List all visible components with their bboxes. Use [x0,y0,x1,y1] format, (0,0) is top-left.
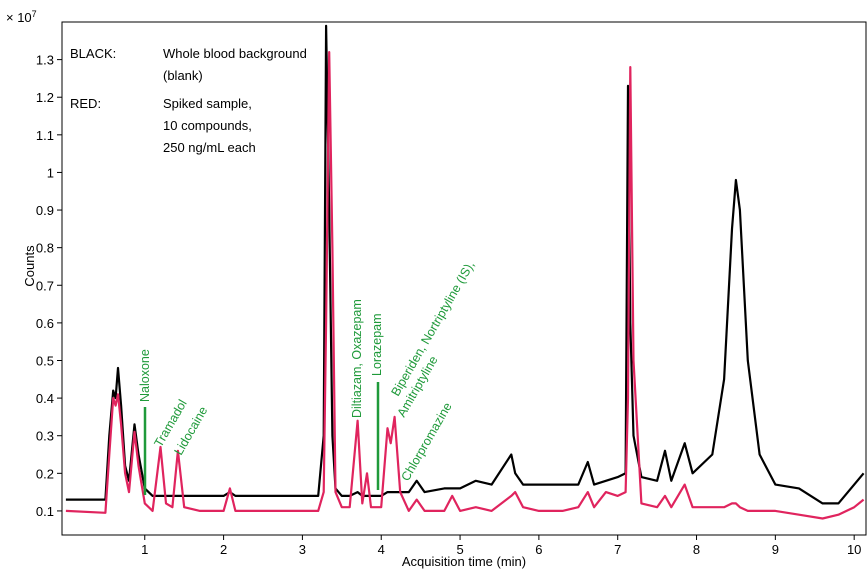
legend-text: (blank) [163,68,203,83]
y-tick-label: 0.1 [36,504,54,519]
series-line [65,24,865,505]
x-tick-label: 8 [693,542,700,557]
y-tick-label: 1 [47,165,54,180]
legend-text: Spiked sample, [163,96,252,111]
y-tick-label: 1.2 [36,90,54,105]
x-axis-label: Acquisition time (min) [402,554,526,569]
y-tick-label: 0.6 [36,316,54,331]
x-tick-label: 5 [456,542,463,557]
y-scale-exponent: 7 [32,9,37,19]
x-tick-label: 3 [299,542,306,557]
annotation: Naloxone [138,349,152,402]
legend-text: Whole blood background [163,46,307,61]
y-tick-label: 0.7 [36,278,54,293]
annotation: Lorazepam [370,313,384,376]
y-tick-label: 0.2 [36,466,54,481]
y-tick-label: 0.8 [36,241,54,256]
plot-frame [61,21,867,536]
legend-text: RED: [70,96,101,111]
x-tick-label: 10 [847,542,861,557]
x-tick-label: 7 [614,542,621,557]
y-tick-label: 0.4 [36,391,54,406]
y-tick-label: 1.1 [36,128,54,143]
x-tick-label: 1 [141,542,148,557]
x-tick-label: 4 [378,542,385,557]
series-line [65,51,865,520]
legend-text: 10 compounds, [163,118,252,133]
x-tick-label: 9 [772,542,779,557]
y-tick-label: 0.3 [36,429,54,444]
annotation: Biperiden, Nortriptyline (IS), [388,259,477,399]
y-axis-label: Counts [22,245,37,287]
x-tick-label: 2 [220,542,227,557]
legend-text: 250 ng/mL each [163,140,256,155]
y-scale-base: × 10 [6,10,32,25]
y-tick-label: 1.3 [36,53,54,68]
y-tick-label: 0.9 [36,203,54,218]
y-tick-label: 0.5 [36,353,54,368]
y-scale: × 107 [6,9,37,25]
legend-text: BLACK: [70,46,116,61]
x-tick-label: 6 [535,542,542,557]
annotation: Diltiazam, Oxazepam [350,299,364,418]
